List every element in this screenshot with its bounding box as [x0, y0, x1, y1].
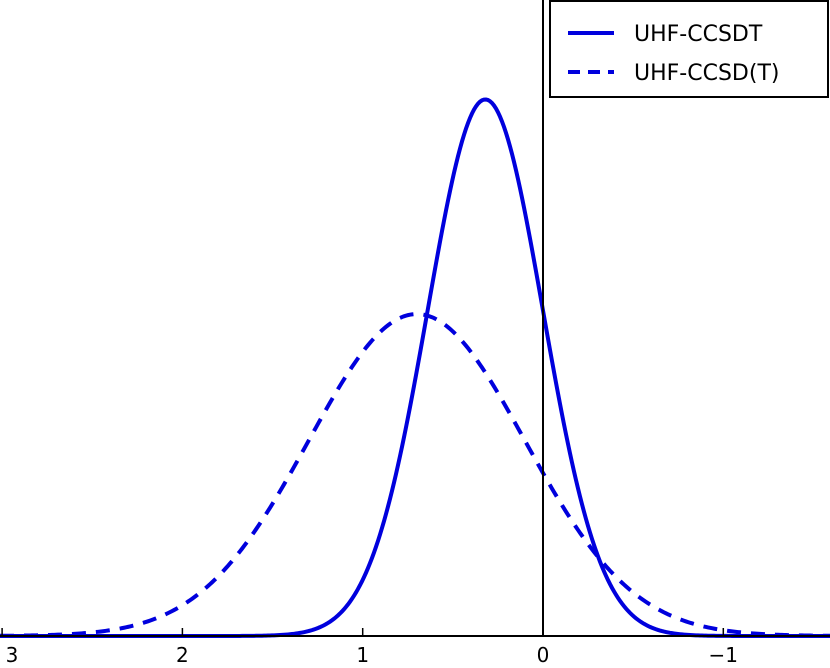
- chart-series-group: [0, 97, 830, 638]
- x-tick-label: 1: [356, 643, 369, 667]
- legend-label-1: UHF-CCSD(T): [634, 61, 779, 86]
- legend-label-0: UHF-CCSDT: [634, 22, 763, 47]
- legend: UHF-CCSDT UHF-CCSD(T): [549, 0, 829, 98]
- series-line-0: [0, 97, 830, 638]
- x-tick-label: 3: [6, 643, 19, 667]
- series-line-1: [0, 312, 830, 638]
- x-tick-label: 0: [537, 643, 550, 667]
- legend-box: [549, 0, 829, 98]
- x-tick-label: −1: [709, 643, 738, 667]
- x-tick-label: 2: [176, 643, 189, 667]
- x-axis-ticks: 3 2 1 0 −1: [1, 628, 738, 667]
